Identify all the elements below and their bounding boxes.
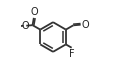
Text: O: O [81,20,89,30]
Text: O: O [30,7,37,17]
Text: O: O [21,21,28,31]
Text: F: F [69,49,74,59]
